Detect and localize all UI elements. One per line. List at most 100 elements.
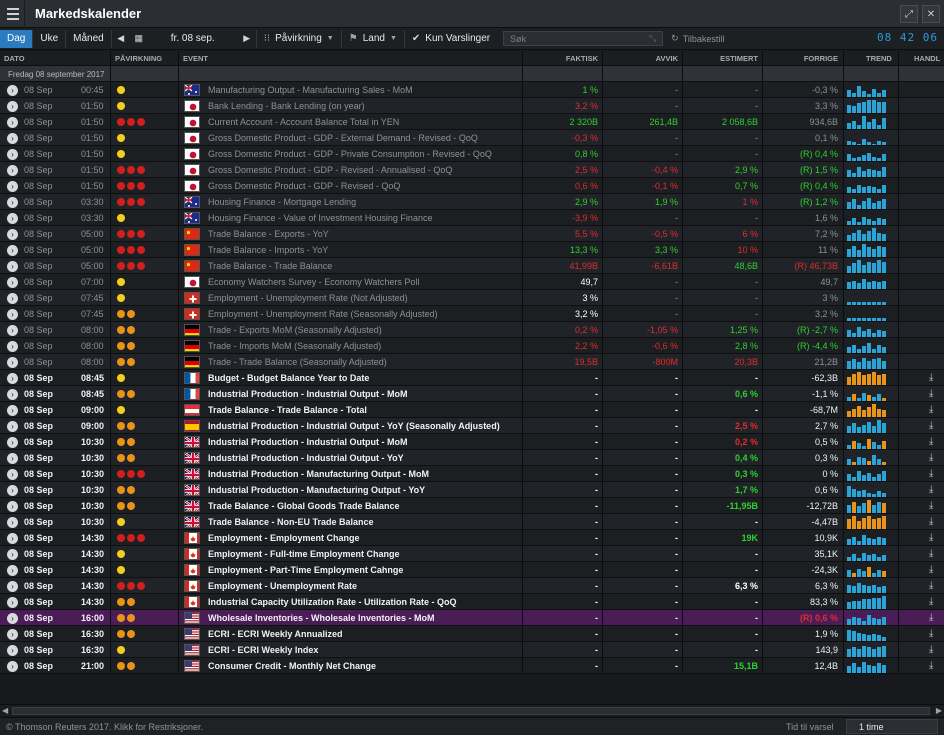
download-icon[interactable]: ⤓ xyxy=(929,548,934,559)
table-row[interactable]: › 08 Sep 00:45 Manufacturing Output - Manuf… xyxy=(0,82,944,98)
calendar-icon[interactable]: ▦ xyxy=(134,33,143,43)
table-row[interactable]: › 08 Sep 01:50 Gross Domestic Product - GDP… xyxy=(0,146,944,162)
expand-row-icon[interactable]: › xyxy=(7,645,18,656)
expand-row-icon[interactable]: › xyxy=(7,517,18,528)
expand-row-icon[interactable]: › xyxy=(7,165,18,176)
col-trend[interactable]: TREND xyxy=(866,54,892,63)
expand-row-icon[interactable]: › xyxy=(7,117,18,128)
table-row[interactable]: › 08 Sep 10:30 Trade Balance - Global Goods… xyxy=(0,498,944,514)
col-previous[interactable]: FORRIGE xyxy=(803,54,838,63)
table-row[interactable]: › 08 Sep 07:45 Employment - Unemployment Ra… xyxy=(0,290,944,306)
clear-search-icon[interactable]: ⤡ xyxy=(648,33,657,43)
col-estimated[interactable]: ESTIMERT xyxy=(720,54,758,63)
day-group-header[interactable]: Fredag 08 september 2017 xyxy=(0,66,944,82)
view-day-button[interactable]: Dag xyxy=(0,29,34,48)
col-date[interactable]: DATO xyxy=(4,54,25,63)
table-row[interactable]: › 08 Sep 08:45 Industrial Production - Indu… xyxy=(0,386,944,402)
table-row[interactable]: › 08 Sep 10:30 Industrial Production - Indu… xyxy=(0,434,944,450)
expand-row-icon[interactable]: › xyxy=(7,581,18,592)
table-row[interactable]: › 08 Sep 14:30 Employment - Part-Time Emplo… xyxy=(0,562,944,578)
download-icon[interactable]: ⤓ xyxy=(929,404,934,415)
expand-row-icon[interactable]: › xyxy=(7,613,18,624)
table-row[interactable]: › 08 Sep 05:00 Trade Balance - Exports - Yo… xyxy=(0,226,944,242)
expand-row-icon[interactable]: › xyxy=(7,197,18,208)
expand-row-icon[interactable]: › xyxy=(7,101,18,112)
table-row[interactable]: › 08 Sep 08:00 Trade - Imports MoM (Seasona… xyxy=(0,338,944,354)
table-row[interactable]: › 08 Sep 03:30 Housing Finance - Mortgage L… xyxy=(0,194,944,210)
download-icon[interactable]: ⤓ xyxy=(929,644,934,655)
expand-row-icon[interactable]: › xyxy=(7,597,18,608)
current-date[interactable]: fr. 08 sep. xyxy=(170,33,215,44)
search-input[interactable]: Søk ⤡ xyxy=(503,31,664,46)
expand-row-icon[interactable]: › xyxy=(7,453,18,464)
expand-row-icon[interactable]: › xyxy=(7,341,18,352)
download-icon[interactable]: ⤓ xyxy=(929,564,934,575)
table-row[interactable]: › 08 Sep 14:30 Employment - Full-time Emplo… xyxy=(0,546,944,562)
download-icon[interactable]: ⤓ xyxy=(929,436,934,447)
download-icon[interactable]: ⤓ xyxy=(929,580,934,591)
table-row[interactable]: › 08 Sep 08:00 Trade - Exports MoM (Seasona… xyxy=(0,322,944,338)
hamburger-menu-icon[interactable] xyxy=(1,0,25,28)
table-row[interactable]: › 08 Sep 05:00 Trade Balance - Trade Balanc… xyxy=(0,258,944,274)
view-month-button[interactable]: Måned xyxy=(66,29,112,48)
download-icon[interactable]: ⤓ xyxy=(929,532,934,543)
expand-row-icon[interactable]: › xyxy=(7,421,18,432)
download-icon[interactable]: ⤓ xyxy=(929,484,934,495)
table-row[interactable]: › 08 Sep 07:45 Employment - Unemployment Ra… xyxy=(0,306,944,322)
download-icon[interactable]: ⤓ xyxy=(929,628,934,639)
prev-date-icon[interactable]: ◀ xyxy=(117,33,125,43)
download-icon[interactable]: ⤓ xyxy=(929,660,934,671)
download-icon[interactable]: ⤓ xyxy=(929,420,934,431)
horizontal-scrollbar[interactable]: ◀ ▶ xyxy=(0,704,944,716)
expand-row-icon[interactable]: › xyxy=(7,277,18,288)
col-deviation[interactable]: AVVIK xyxy=(655,54,678,63)
expand-row-icon[interactable]: › xyxy=(7,549,18,560)
table-row[interactable]: › 08 Sep 01:50 Gross Domestic Product - GDP… xyxy=(0,162,944,178)
table-row[interactable]: › 08 Sep 14:30 Employment - Unemployment Ra… xyxy=(0,578,944,594)
scrollbar-thumb[interactable] xyxy=(12,707,930,715)
download-icon[interactable]: ⤓ xyxy=(929,596,934,607)
expand-row-icon[interactable]: › xyxy=(7,485,18,496)
download-icon[interactable]: ⤓ xyxy=(929,372,934,383)
alert-time-select[interactable]: 1 time xyxy=(846,719,938,734)
table-row[interactable]: › 08 Sep 16:30 ECRI - ECRI Weekly Index - - - 1… xyxy=(0,642,944,658)
table-row[interactable]: › 08 Sep 10:30 Industrial Production - Indu… xyxy=(0,450,944,466)
alerts-only-toggle[interactable]: ✔ Kun Varslinger xyxy=(403,29,497,48)
expand-row-icon[interactable]: › xyxy=(7,245,18,256)
expand-row-icon[interactable]: › xyxy=(7,261,18,272)
table-row[interactable]: › 08 Sep 01:50 Gross Domestic Product - GDP… xyxy=(0,178,944,194)
country-filter-dropdown[interactable]: ⚑ Land ▼ xyxy=(340,29,404,48)
table-row[interactable]: › 08 Sep 01:50 Gross Domestic Product - GDP… xyxy=(0,130,944,146)
expand-row-icon[interactable]: › xyxy=(7,357,18,368)
download-icon[interactable]: ⤓ xyxy=(929,612,934,623)
expand-row-icon[interactable]: › xyxy=(7,213,18,224)
expand-row-icon[interactable]: › xyxy=(7,405,18,416)
reset-button[interactable]: ↻ Tilbakestill xyxy=(671,33,724,44)
table-row[interactable]: › 08 Sep 21:00 Consumer Credit - Monthly Ne… xyxy=(0,658,944,674)
table-row[interactable]: › 08 Sep 10:30 Industrial Production - Manu… xyxy=(0,482,944,498)
expand-row-icon[interactable]: › xyxy=(7,309,18,320)
download-icon[interactable]: ⤓ xyxy=(929,388,934,399)
download-icon[interactable]: ⤓ xyxy=(929,516,934,527)
download-icon[interactable]: ⤓ xyxy=(929,452,934,463)
expand-row-icon[interactable]: › xyxy=(7,229,18,240)
expand-row-icon[interactable]: › xyxy=(7,469,18,480)
table-row[interactable]: › 08 Sep 07:00 Economy Watchers Survey - Ec… xyxy=(0,274,944,290)
impact-filter-dropdown[interactable]: ⁝⁝ Påvirkning ▼ xyxy=(255,29,341,48)
view-week-button[interactable]: Uke xyxy=(33,29,67,48)
col-actual[interactable]: FAKTISK xyxy=(565,54,598,63)
table-row[interactable]: › 08 Sep 14:30 Employment - Employment Chan… xyxy=(0,530,944,546)
expand-row-icon[interactable]: › xyxy=(7,565,18,576)
expand-row-icon[interactable]: › xyxy=(7,85,18,96)
table-row[interactable]: › 08 Sep 09:00 Industrial Production - Indu… xyxy=(0,418,944,434)
table-row[interactable]: › 08 Sep 01:50 Bank Lending - Bank Lending … xyxy=(0,98,944,114)
close-icon[interactable]: ✕ xyxy=(922,5,940,23)
download-icon[interactable]: ⤓ xyxy=(929,500,934,511)
expand-row-icon[interactable]: › xyxy=(7,373,18,384)
table-row[interactable]: › 08 Sep 09:00 Trade Balance - Trade Balanc… xyxy=(0,402,944,418)
table-row[interactable]: › 08 Sep 08:00 Trade - Trade Balance (Seaso… xyxy=(0,354,944,370)
col-event[interactable]: EVENT xyxy=(183,54,209,63)
expand-row-icon[interactable]: › xyxy=(7,389,18,400)
expand-row-icon[interactable]: › xyxy=(7,149,18,160)
expand-row-icon[interactable]: › xyxy=(7,133,18,144)
